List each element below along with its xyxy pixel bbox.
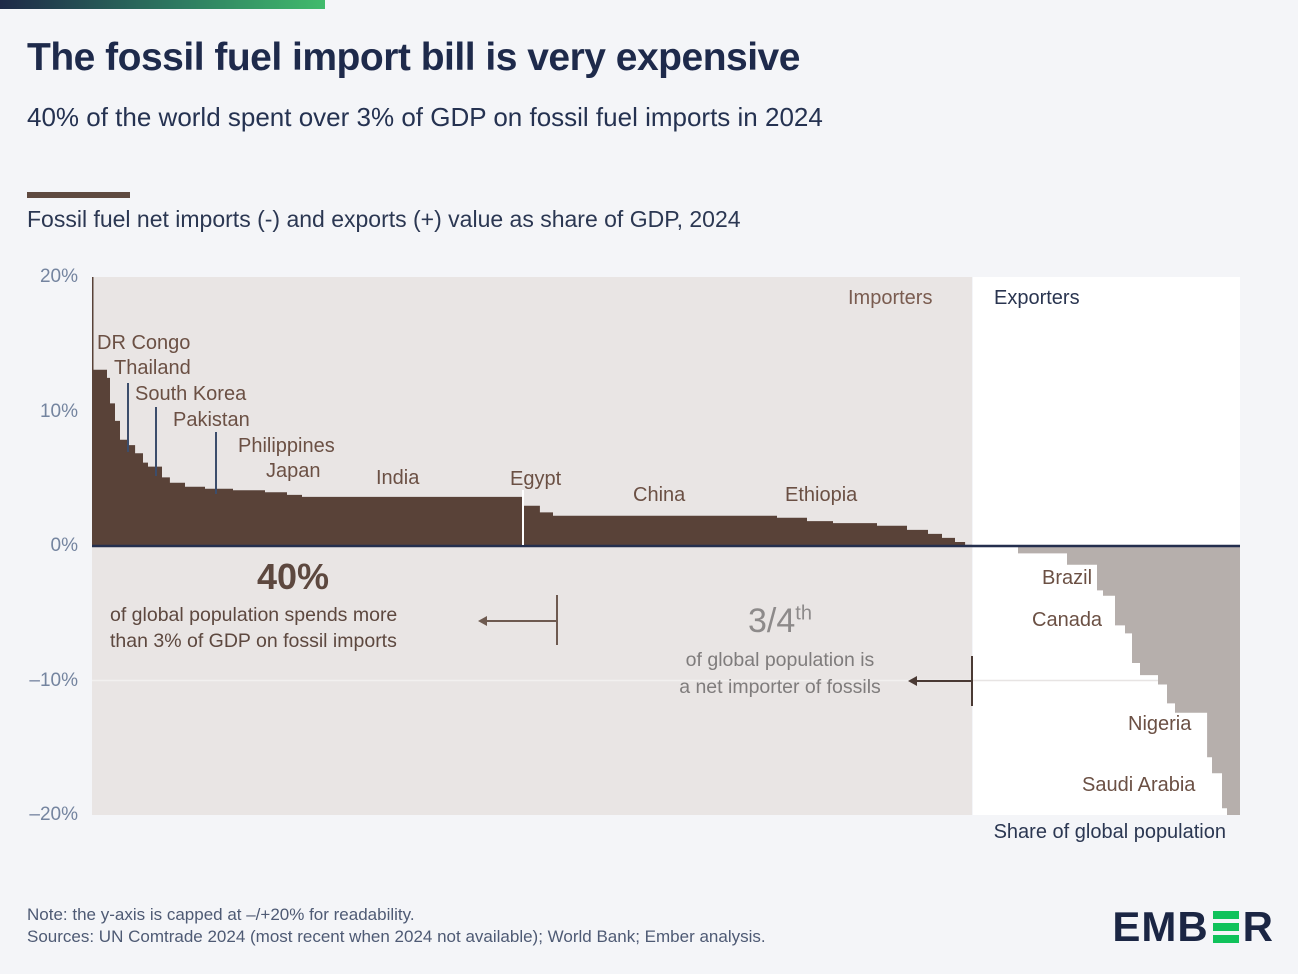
annotation-40-arrow-line <box>486 620 557 622</box>
x-axis-label: Share of global population <box>993 821 1226 843</box>
annotation-40-percent: 40% of global population spends more tha… <box>110 556 476 654</box>
ember-logo-suffix: R <box>1242 903 1274 950</box>
annotation-three-quarters-arrowhead-icon <box>908 676 917 686</box>
annotation-40-arrowhead-icon <box>478 616 487 626</box>
annotation-three-quarters-number: 3/4 <box>748 602 796 640</box>
y-tick-label: 20% <box>39 266 78 287</box>
country-label-saudi-arabia: Saudi Arabia <box>1082 774 1196 796</box>
annotation-three-quarters-line1: of global population is <box>685 649 875 671</box>
page-subtitle: 40% of the world spent over 3% of GDP on… <box>27 102 823 132</box>
page-title: The fossil fuel import bill is very expe… <box>27 36 800 79</box>
country-leader-line <box>127 383 129 452</box>
annotation-three-quarters-marker-line <box>971 656 973 706</box>
y-tick-label: –10% <box>29 669 78 691</box>
y-tick-label: 0% <box>50 535 78 556</box>
country-label-canada: Canada <box>1032 609 1103 631</box>
annotation-40-marker-line <box>556 595 558 645</box>
y-tick-label: –20% <box>29 804 78 825</box>
annotation-40-value: 40% <box>256 556 330 597</box>
footnote: Note: the y-axis is capped at –/+20% for… <box>27 905 415 924</box>
annotation-three-quarters-line2: a net importer of fossils <box>679 676 881 698</box>
country-label-pakistan: Pakistan <box>173 409 250 431</box>
annotation-40-line2: than 3% of GDP on fossil imports <box>110 630 397 652</box>
annotation-three-quarters: 3/4th of global population is a net impo… <box>658 602 902 701</box>
section-rule <box>27 192 130 198</box>
importers-area-series <box>92 277 972 546</box>
chart-plot <box>92 277 1240 815</box>
ember-logo: EMB R <box>1112 903 1274 951</box>
brand-gradient-bar <box>0 0 325 9</box>
zone-label-exporters: Exporters <box>994 287 1080 309</box>
country-label-brazil: Brazil <box>1042 567 1093 589</box>
sources-line: Sources: UN Comtrade 2024 (most recent w… <box>27 927 766 946</box>
country-label-india: India <box>376 467 420 489</box>
ember-logo-prefix: EMB <box>1112 903 1209 950</box>
country-label-philippines: Philippines <box>238 435 335 457</box>
chart-heading: Fossil fuel net imports (-) and exports … <box>27 206 741 232</box>
y-tick-label: 10% <box>39 400 78 422</box>
exporters-area-series <box>971 546 1240 815</box>
country-label-nigeria: Nigeria <box>1128 713 1192 735</box>
annotation-three-quarters-sup: th <box>795 602 812 625</box>
zone-label-importers: Importers <box>848 287 933 309</box>
country-label-dr-congo: DR Congo <box>97 332 191 354</box>
annotation-40-line1: of global population spends more <box>110 604 398 626</box>
country-leader-line <box>215 432 217 494</box>
country-label-ethiopia: Ethiopia <box>785 484 858 506</box>
country-label-thailand: Thailand <box>114 357 191 379</box>
country-label-japan: Japan <box>266 460 321 482</box>
annotation-three-quarters-arrow-line <box>916 680 972 682</box>
ember-logo-e-bars-icon <box>1212 911 1239 943</box>
country-label-china: China <box>633 484 686 506</box>
country-label-south-korea: South Korea <box>135 383 247 405</box>
country-label-egypt: Egypt <box>510 468 562 490</box>
egypt-divider-line <box>522 490 524 545</box>
annotation-three-quarters-value: 3/4th <box>658 602 902 641</box>
country-leader-line <box>155 407 157 476</box>
